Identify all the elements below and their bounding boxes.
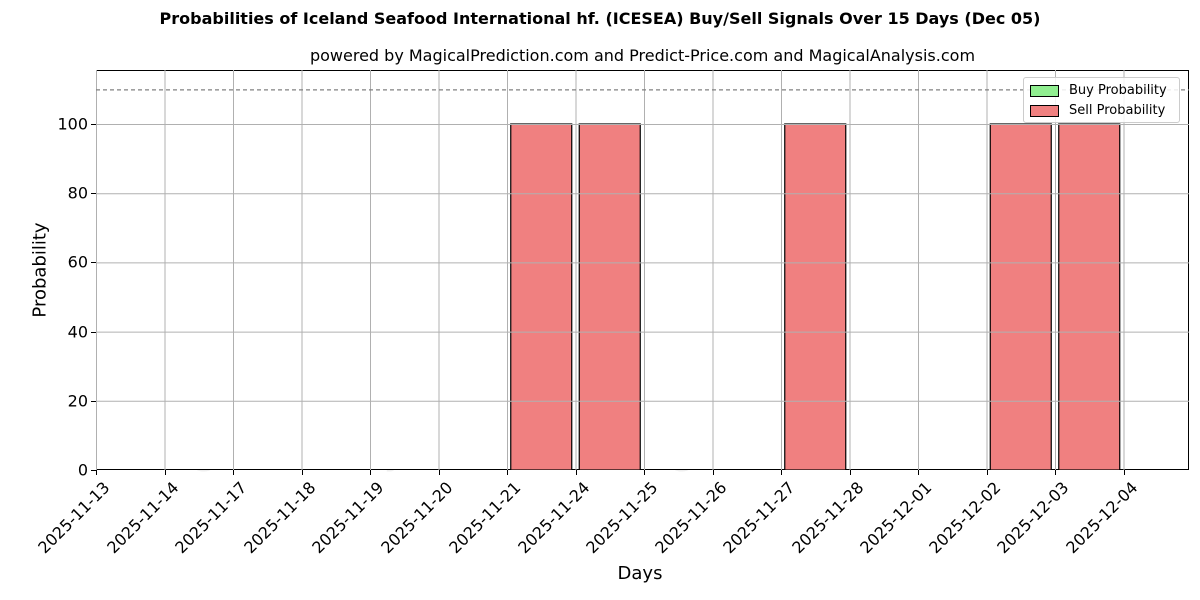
sell-swatch [1030,104,1059,117]
x-tick-mark [96,470,97,475]
x-tick-mark [712,470,714,475]
y-tick-mark [91,331,96,333]
legend: Buy Probability Sell Probability [1023,77,1180,123]
chart-subtitle: powered by MagicalPrediction.com and Pre… [309,46,976,65]
legend-item-buy: Buy Probability [1030,83,1167,98]
y-tick-label: 100 [57,114,88,134]
x-axis-label: Days [617,563,663,584]
x-tick-mark [849,470,851,475]
x-tick-label: 2025-11-27 [719,478,799,558]
x-tick-mark [507,470,508,475]
x-tick-label: 2025-11-25 [582,478,662,558]
x-tick-label: 2025-11-24 [513,478,593,558]
x-tick-label: 2025-12-03 [993,478,1073,558]
sell-bar [1058,123,1121,470]
x-tick-mark [575,470,577,475]
x-tick-mark [781,470,782,475]
y-tick-label: 20 [67,391,88,411]
x-tick-label: 2025-11-13 [34,478,114,558]
x-tick-mark [644,470,645,475]
sell-bar [510,123,573,470]
x-tick-label: 2025-11-26 [650,478,730,558]
y-tick-mark [91,193,96,195]
y-tick-label: 80 [67,183,88,203]
x-tick-mark [438,470,440,475]
legend-buy-label: Buy Probability [1069,83,1167,98]
x-tick-mark [986,470,988,475]
x-tick-mark [1123,470,1125,475]
x-tick-mark [301,470,303,475]
sell-bar [989,123,1052,470]
x-tick-label: 2025-11-18 [239,478,319,558]
y-tick-label: 40 [67,322,88,342]
chart-title: Probabilities of Iceland Seafood Interna… [159,9,1041,28]
y-tick-label: 0 [77,460,88,480]
sell-bar [578,123,641,470]
y-tick-label: 60 [67,252,88,272]
x-tick-label: 2025-12-02 [924,478,1004,558]
x-tick-label: 2025-11-19 [308,478,388,558]
x-tick-label: 2025-11-17 [171,478,251,558]
sell-bar [784,123,847,470]
x-tick-label: 2025-11-21 [445,478,525,558]
x-tick-label: 2025-11-28 [787,478,867,558]
legend-sell-label: Sell Probability [1069,103,1166,118]
x-tick-label: 2025-12-04 [1061,478,1141,558]
x-tick-mark [918,470,919,475]
x-tick-label: 2025-11-20 [376,478,456,558]
y-tick-mark [91,262,96,264]
plot-area [96,70,1189,470]
buy-swatch [1030,84,1059,97]
x-tick-label: 2025-12-01 [856,478,936,558]
x-tick-mark [233,470,234,475]
y-tick-mark [91,400,96,402]
y-axis-label: Probability [29,222,51,318]
y-tick-mark [91,470,96,471]
x-tick-mark [1055,470,1056,475]
x-tick-mark [164,470,166,475]
legend-item-sell: Sell Probability [1030,103,1165,118]
x-tick-mark [370,470,371,475]
x-tick-label: 2025-11-14 [102,478,182,558]
y-tick-mark [91,124,96,125]
plot-canvas [96,70,1189,470]
